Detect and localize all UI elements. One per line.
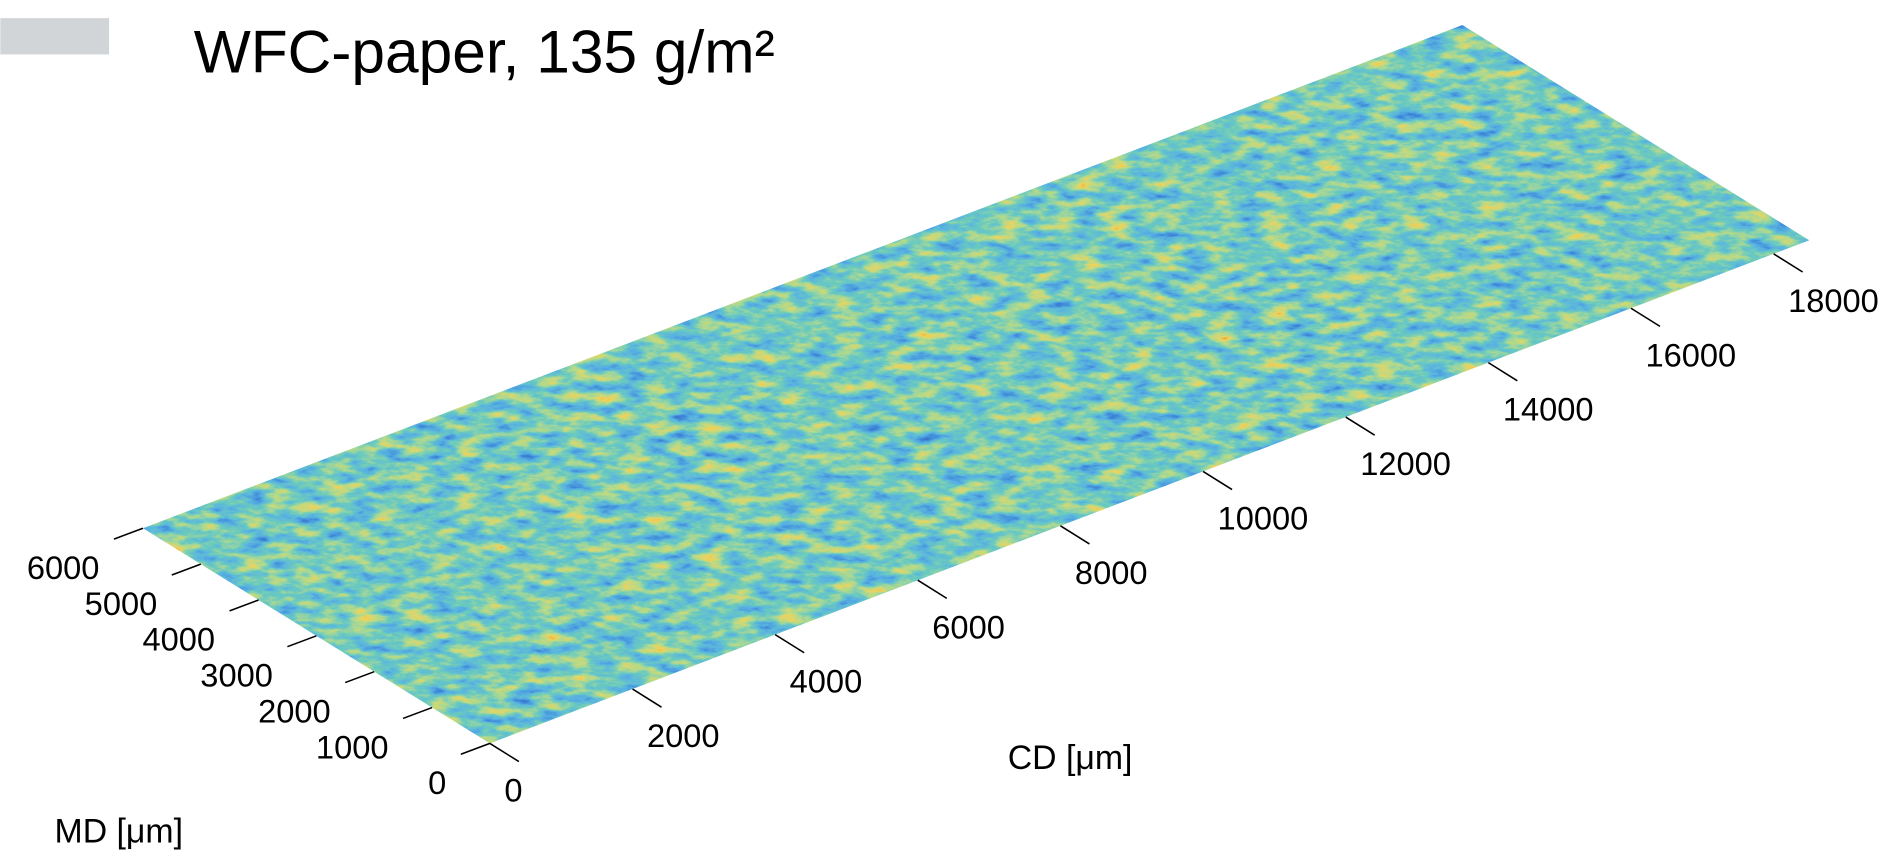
- x-tick-label: 14000: [1503, 391, 1594, 428]
- x-tick: [1060, 525, 1090, 545]
- y-tick-label: 2000: [258, 692, 331, 729]
- x-tick: [1487, 361, 1518, 382]
- x-tick-label: 12000: [1360, 445, 1451, 482]
- logo-placeholder: [0, 18, 110, 55]
- y-axis-label: MD [μm]: [55, 813, 183, 851]
- x-tick-label: 4000: [790, 663, 863, 700]
- surface: [142, 25, 1810, 744]
- x-tick-label: 6000: [932, 608, 1005, 645]
- y-tick: [460, 742, 491, 756]
- y-tick-label: 1000: [316, 728, 389, 765]
- y-tick-label: 3000: [200, 657, 273, 694]
- y-tick: [229, 599, 259, 612]
- x-tick: [489, 742, 520, 763]
- y-tick-label: 5000: [85, 585, 158, 622]
- x-tick-label: 8000: [1075, 554, 1148, 591]
- x-tick: [632, 688, 662, 708]
- y-tick-label: 4000: [142, 621, 215, 658]
- x-tick: [1773, 253, 1804, 273]
- x-tick-label: 2000: [647, 717, 720, 754]
- chart-title: WFC-paper, 135 g/m²: [194, 18, 775, 86]
- y-tick-label: 0: [428, 764, 446, 801]
- x-tick: [1630, 307, 1661, 328]
- x-tick: [774, 633, 805, 654]
- x-tick-label: 0: [504, 771, 522, 808]
- x-tick-label: 10000: [1218, 499, 1309, 536]
- y-tick: [344, 670, 375, 684]
- y-tick: [113, 527, 144, 540]
- x-tick-label: 16000: [1645, 336, 1736, 373]
- y-tick-label: 6000: [27, 549, 100, 586]
- x-tick-label: 18000: [1788, 282, 1879, 319]
- x-axis-label: CD [μm]: [1008, 739, 1133, 777]
- x-tick: [1202, 470, 1233, 491]
- y-tick: [287, 635, 317, 648]
- x-tick: [1345, 416, 1376, 436]
- y-tick: [402, 706, 433, 720]
- plot: 0200040006000800010000120001400016000180…: [27, 25, 1879, 808]
- y-tick: [171, 563, 202, 576]
- x-tick: [917, 579, 948, 600]
